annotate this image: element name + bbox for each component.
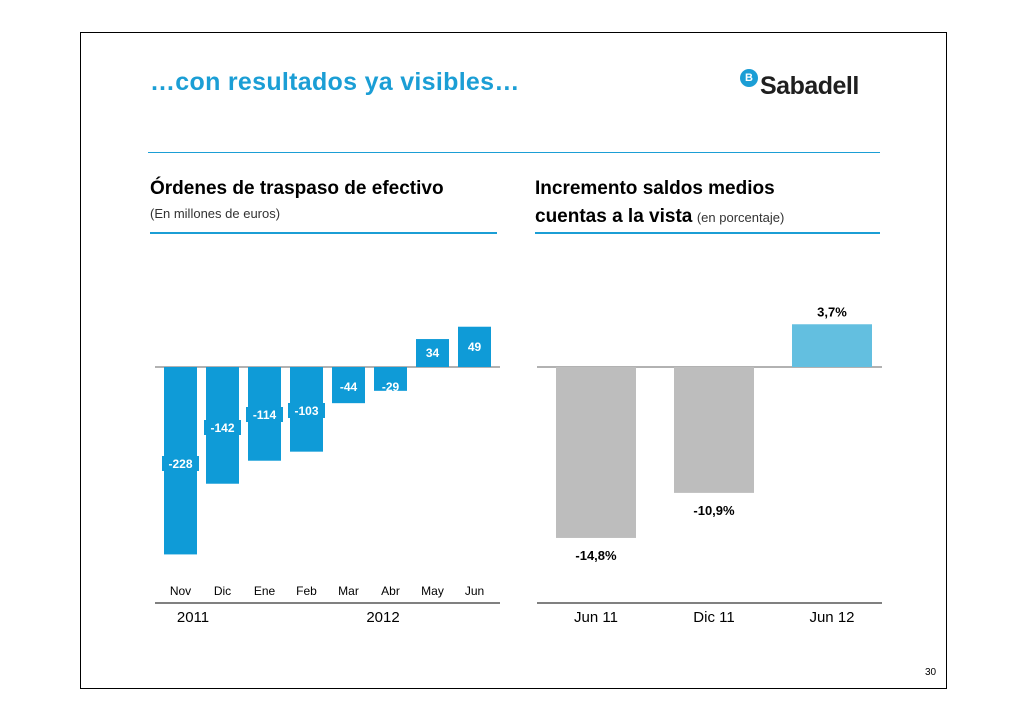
left-bar-abr — [374, 367, 407, 391]
slide-title: …con resultados ya visibles… — [150, 68, 520, 96]
left-year-label-2012: 2012 — [366, 609, 399, 626]
left-chart-subheading: (En millones de euros) — [150, 206, 281, 221]
left-x-tick-label: May — [421, 584, 444, 598]
left-x-tick-label: Dic — [214, 584, 231, 598]
left-heading-rule — [150, 232, 497, 234]
right-chart-heading: Incremento saldos medios — [535, 178, 775, 199]
left-x-tick-label: Jun — [465, 584, 484, 598]
right-chart-subheading: (en porcentaje) — [696, 210, 785, 225]
left-x-tick-label: Mar — [338, 584, 359, 598]
left-x-tick-label: Nov — [170, 584, 191, 598]
left-data-label-bg — [162, 456, 199, 471]
left-chart-heading: Órdenes de traspaso de efectivo — [150, 178, 444, 199]
left-data-label: -29 — [382, 380, 400, 394]
page-number: 30 — [925, 667, 937, 678]
logo-badge-icon: B — [740, 69, 758, 87]
left-x-tick-label: Ene — [254, 584, 276, 598]
right-heading-rule — [535, 232, 880, 234]
slide-frame — [80, 32, 947, 689]
title-divider — [148, 152, 880, 153]
left-data-label: -44 — [340, 380, 358, 394]
logo-text: Sabadell — [760, 71, 859, 100]
left-data-label: 49 — [468, 340, 482, 354]
left-data-label: 34 — [426, 346, 440, 360]
left-year-label-2011: 2011 — [177, 609, 209, 626]
left-data-label: -228 — [168, 457, 192, 471]
right-chart-heading2: cuentas a la vista — [535, 206, 693, 227]
left-bar-may — [416, 339, 449, 367]
left-x-tick-label: Abr — [381, 584, 400, 598]
left-data-label-bg — [204, 420, 241, 435]
left-data-label: -114 — [253, 408, 277, 422]
left-data-label: -103 — [294, 404, 318, 418]
left-bar-mar — [332, 367, 365, 404]
left-data-label-bg — [246, 407, 283, 422]
sabadell-logo: B Sabadell — [740, 68, 859, 104]
left-data-label: -142 — [210, 421, 234, 435]
left-x-tick-label: Feb — [296, 584, 317, 598]
left-bar-jun — [458, 326, 491, 367]
left-data-label-bg — [288, 403, 325, 418]
right-chart-heading-line2: cuentas a la vista (en porcentaje) — [535, 206, 784, 228]
